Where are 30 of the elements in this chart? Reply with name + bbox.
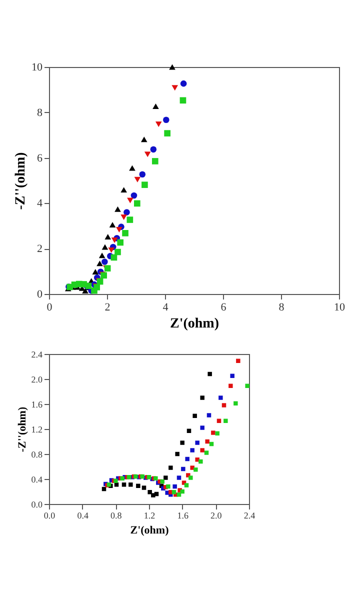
y-axis-title: -Z''(ohm): [16, 406, 28, 452]
x-tick-label: 8: [278, 302, 285, 314]
x-tick-label: 0: [46, 302, 53, 314]
y-tick-label: 10: [32, 62, 43, 74]
x-tick-label: 1.6: [177, 510, 189, 520]
y-tick-label: 8: [37, 106, 43, 119]
y-tick-label: 0.4: [31, 474, 43, 484]
x-axis-title: Z'(ohm): [170, 316, 220, 332]
y-tick-label: 2.4: [31, 350, 43, 360]
x-tick-label: 6: [220, 302, 227, 314]
y-tick-label: 6: [37, 152, 43, 164]
x-tick-label: 0.4: [77, 510, 89, 520]
y-tick-label: 4: [37, 198, 43, 210]
x-tick-label: 4: [162, 302, 169, 314]
y-tick-label: 2: [37, 243, 42, 256]
y-tick-label: 2.0: [31, 374, 43, 384]
y-tick-label: 1.6: [31, 400, 43, 410]
x-tick-label: 10: [334, 302, 346, 314]
y-tick-label: 0: [37, 288, 43, 300]
y-tick-label: 1.2: [31, 424, 42, 434]
y-axis-title: -Z''(ohm): [14, 152, 28, 210]
x-tick-label: 0.8: [110, 510, 122, 520]
x-tick-label: 1.2: [144, 510, 156, 520]
y-tick-label: 0.8: [31, 450, 43, 460]
x-tick-label: 2: [104, 302, 110, 314]
y-tick-label: 0.0: [31, 500, 43, 510]
x-tick-label: 0.0: [44, 510, 56, 520]
x-tick-label: 2.0: [210, 510, 222, 520]
x-axis-title: Z'(ohm): [130, 524, 170, 536]
x-tick-label: 2.4: [244, 510, 256, 520]
